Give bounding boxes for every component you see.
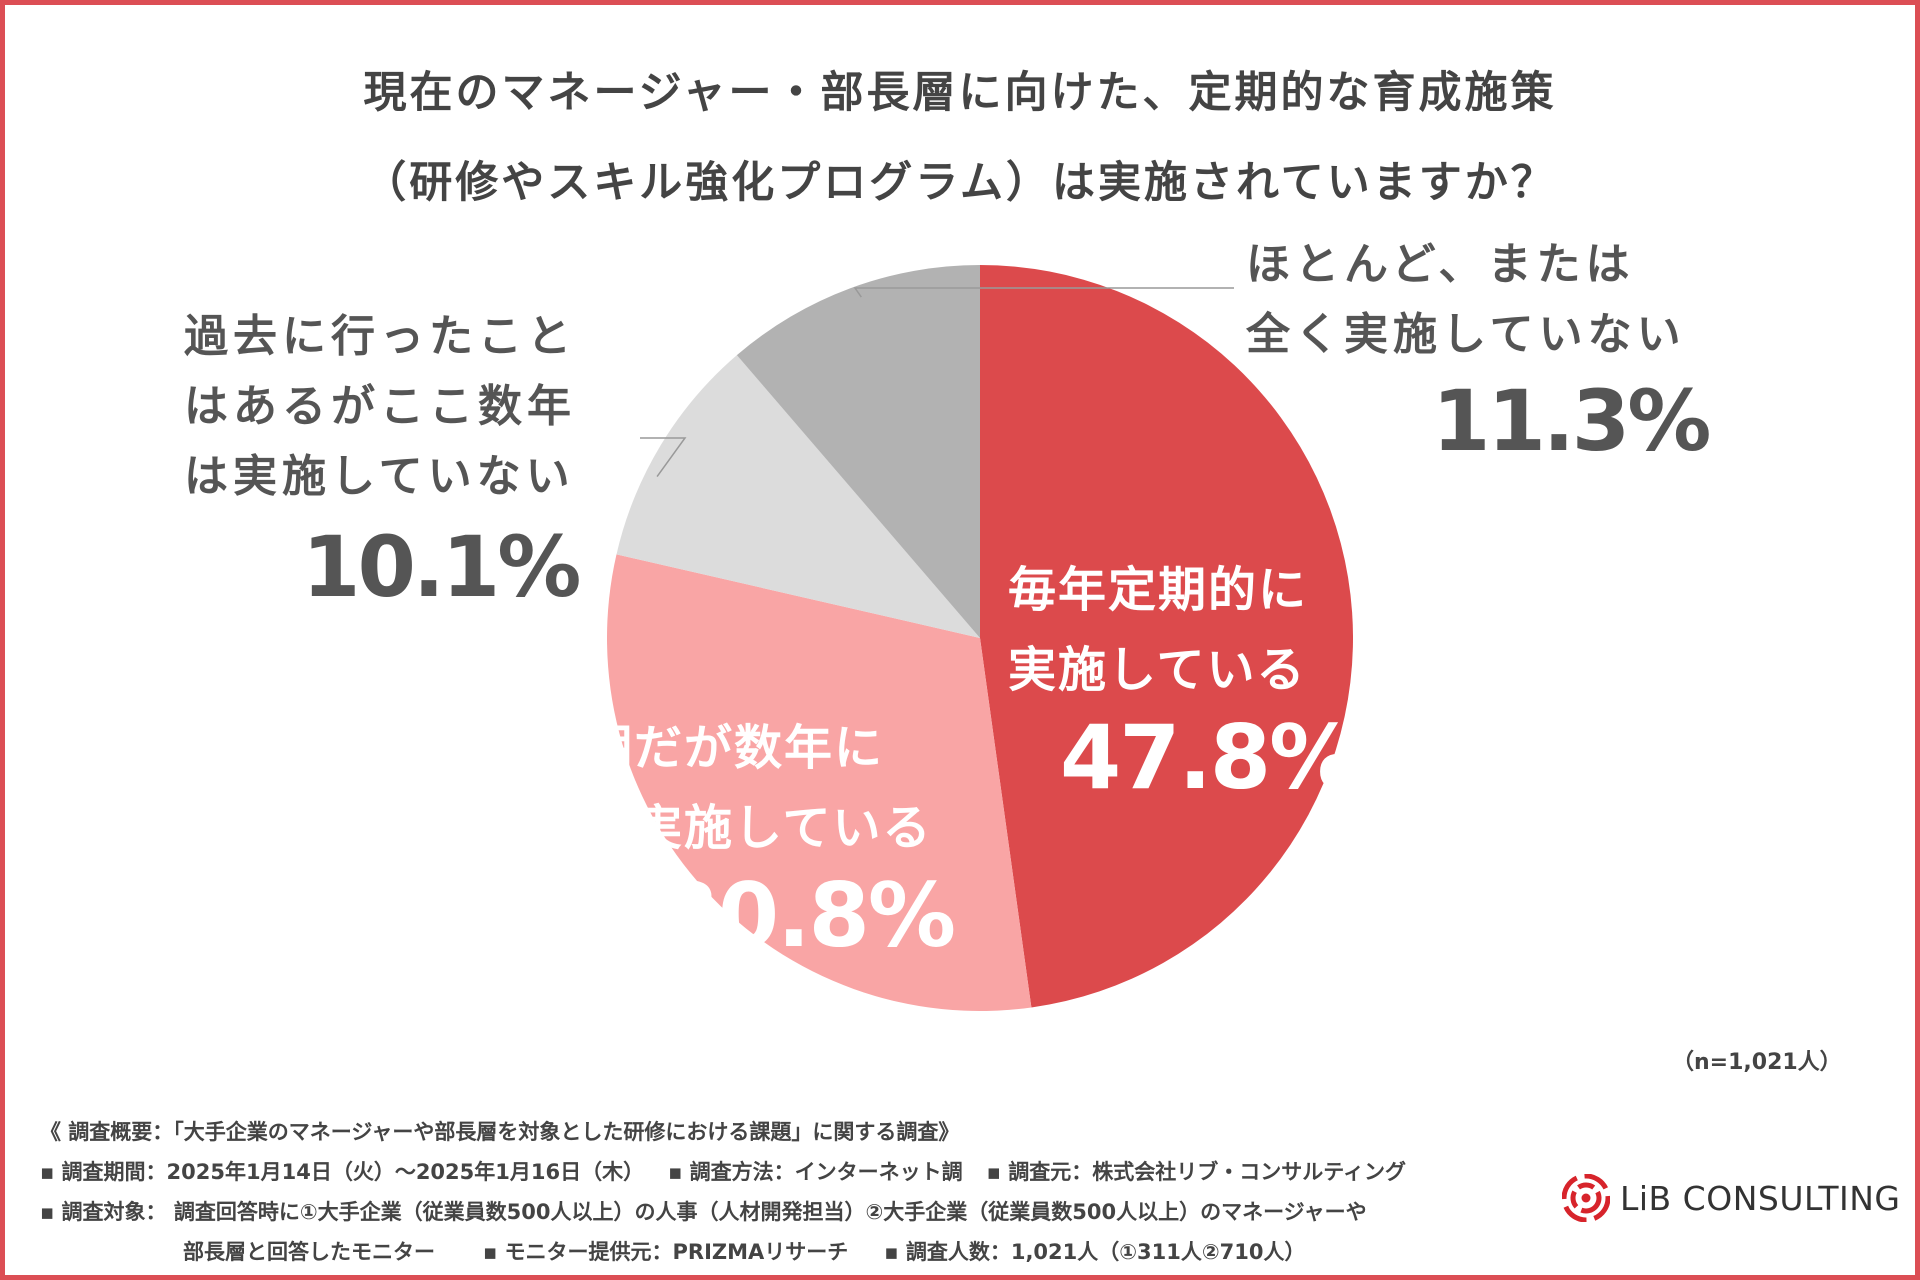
slice-label-past-line-1: 過去に行ったこと [184, 311, 576, 362]
slice-label-annual: 毎年定期的に 実施している 47.8% [1008, 550, 1357, 809]
leader-line-none [853, 287, 1234, 298]
company-logo: LiB CONSULTING [1562, 1174, 1900, 1222]
sample-size-note: （n=1,021人） [1672, 1050, 1842, 1075]
slice-label-past: 過去に行ったこと はあるがここ数年 は実施していない 10.1% [184, 302, 581, 616]
logo-text: LiB CONSULTING [1620, 1178, 1901, 1218]
slice-label-annual-line-1: 毎年定期的に [1008, 562, 1309, 618]
slice-annual [980, 265, 1354, 1008]
slice-label-past-line-3: は実施していない [184, 451, 575, 502]
slice-label-annual-line-2: 実施している [1008, 642, 1307, 698]
slice-label-none: ほとんど、または 全く実施していない 11.3% [1246, 230, 1711, 470]
slice-label-irregular-line-1: 不定期だが数年に [484, 720, 885, 776]
footer-count: ▪ 調査人数：1,021人（①311人②710人） [884, 1240, 1306, 1264]
slice-value-past: 10.1% [302, 518, 581, 616]
footer-overview: 《 調査概要：「大手企業のマネージャーや部長層を対象とした研修における課題」に関… [40, 1120, 960, 1144]
slice-label-irregular-line-2: 一度は実施している [484, 800, 933, 856]
footer-period: ▪ 調査期間：2025年1月14日（火）～2025年1月16日（木） [40, 1160, 645, 1184]
chart-title: 現在のマネージャー・部長層に向けた、定期的な育成施策 （研修やスキル強化プログラ… [0, 48, 1920, 228]
slice-value-none: 11.3% [1432, 372, 1711, 470]
slice-label-past-line-2: はあるがここ数年 [184, 381, 576, 432]
slice-past [616, 355, 980, 638]
chart-title-line-2: （研修やスキル強化プログラム）は実施されていますか？ [363, 158, 1557, 208]
footer-source: ▪ 調査元：株式会社リブ・コンサルティング [986, 1160, 1406, 1184]
footer-method: ▪ 調査方法：インターネット調 [668, 1160, 963, 1184]
lib-logo-icon [1562, 1174, 1610, 1222]
chart-title-line-1: 現在のマネージャー・部長層に向けた、定期的な育成施策 [363, 68, 1557, 118]
slice-value-annual: 47.8% [1060, 706, 1357, 809]
footer-provider: ▪ モニター提供元：PRIZMAリサーチ [483, 1240, 849, 1264]
slice-irregular [607, 554, 1032, 1011]
slice-none [736, 265, 980, 638]
slice-label-none-line-2: 全く実施していない [1246, 309, 1686, 360]
slice-label-none-line-1: ほとんど、または [1246, 239, 1635, 290]
footer-target-cont: 部長層と回答したモニター [183, 1240, 435, 1264]
footer-target-row-2: 部長層と回答したモニター ▪ モニター提供元：PRIZMAリサーチ ▪ 調査人数：1… [40, 1232, 1406, 1272]
slice-label-irregular: 不定期だが数年に 一度は実施している 30.8% [484, 708, 964, 964]
slice-value-irregular: 30.8% [658, 864, 956, 967]
leader-line-past [640, 437, 687, 478]
footer-target: ▪ 調査対象： 調査回答時に①大手企業（従業員数500人以上）の人事（人材開発担… [40, 1200, 1367, 1224]
footer-period-row: ▪ 調査期間：2025年1月14日（火）～2025年1月16日（木） ▪ 調査方法… [40, 1152, 1406, 1192]
survey-footer: 《 調査概要：「大手企業のマネージャーや部長層を対象とした研修における課題」に関… [40, 1112, 1406, 1272]
